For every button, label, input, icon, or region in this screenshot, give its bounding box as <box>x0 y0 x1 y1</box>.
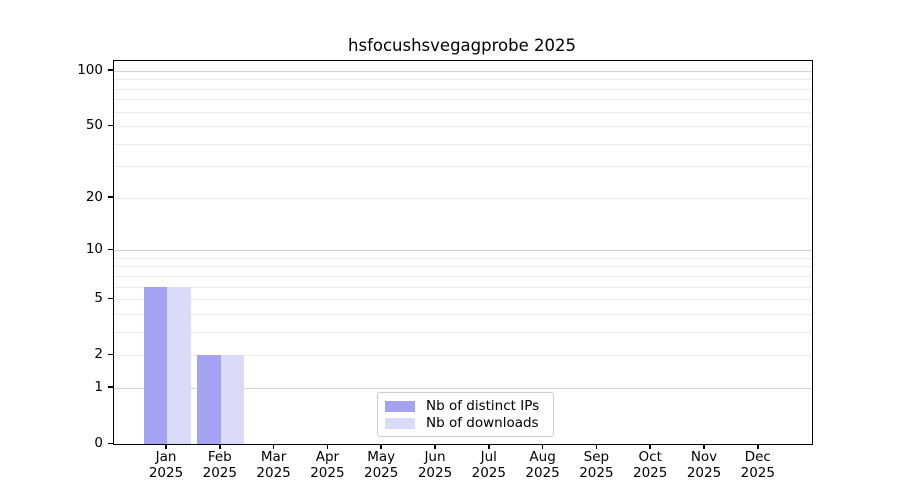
x-axis-tick-label-mar: Mar 2025 <box>256 449 291 481</box>
gridline-minor <box>114 331 812 333</box>
y-axis-tick-label: 20 <box>85 188 103 205</box>
y-axis-tick <box>108 353 113 356</box>
legend-swatch-distinct-ips-icon <box>385 401 415 412</box>
gridline-minor <box>114 88 812 90</box>
bar-downloads-jan <box>167 286 191 444</box>
y-axis-tick-label: 50 <box>85 117 103 134</box>
gridline-major <box>114 250 812 252</box>
gridline-minor <box>114 126 812 128</box>
gridline-minor <box>114 355 812 357</box>
x-axis-tick <box>219 444 221 449</box>
y-axis-tick-label: 2 <box>94 346 103 363</box>
gridline-major <box>114 387 812 389</box>
x-axis-tick <box>595 444 598 449</box>
gridline-major <box>114 70 812 72</box>
x-axis-tick-label-apr: Apr 2025 <box>310 449 345 481</box>
bar-distinct-ips-jan <box>143 286 167 444</box>
y-axis-tick <box>108 124 113 127</box>
gridline-minor <box>114 257 812 259</box>
gridline-minor <box>114 99 812 101</box>
legend-swatch-downloads-icon <box>385 418 415 429</box>
y-axis-tick <box>108 69 113 71</box>
x-axis-tick <box>541 444 544 449</box>
y-axis-tick <box>108 442 113 444</box>
x-axis-tick-label-aug: Aug 2025 <box>525 449 560 481</box>
x-axis-tick-label-dec: Dec 2025 <box>740 449 775 481</box>
y-axis-tick <box>108 196 113 198</box>
gridline-minor <box>114 111 812 113</box>
legend-item-downloads: Nb of downloads <box>385 416 545 431</box>
x-axis-tick <box>703 444 705 449</box>
gridline-minor <box>114 286 812 288</box>
x-axis-tick <box>757 444 759 449</box>
x-axis-tick <box>380 444 382 449</box>
y-axis-tick <box>108 386 113 388</box>
y-axis-tick <box>108 297 113 300</box>
gridline-minor <box>114 197 812 199</box>
legend: Nb of distinct IPs Nb of downloads <box>377 392 554 437</box>
plot-area <box>113 60 813 445</box>
x-axis-tick <box>165 444 167 449</box>
legend-item-distinct-ips: Nb of distinct IPs <box>385 399 545 414</box>
x-axis-tick-label-jun: Jun 2025 <box>417 449 453 481</box>
x-axis-tick <box>326 444 329 449</box>
x-axis-tick <box>434 444 436 449</box>
y-axis-tick-label: 10 <box>85 241 103 258</box>
y-axis-tick <box>108 248 113 251</box>
x-axis-tick-label-oct: Oct 2025 <box>633 449 668 481</box>
y-axis-tick-label: 5 <box>94 290 103 307</box>
x-axis-tick-label-nov: Nov 2025 <box>686 449 722 481</box>
y-axis-tick-label: 100 <box>77 61 103 78</box>
x-axis-tick-label-jan: Jan 2025 <box>148 449 184 481</box>
x-axis-tick <box>649 444 651 449</box>
bar-downloads-feb <box>220 355 245 444</box>
y-axis-tick-label: 0 <box>94 435 103 451</box>
legend-label-downloads: Nb of downloads <box>426 415 539 431</box>
x-axis-tick-label-sep: Sep 2025 <box>579 449 614 481</box>
legend-label-distinct-ips: Nb of distinct IPs <box>426 398 540 414</box>
gridline-minor <box>114 299 812 301</box>
gridline-minor <box>114 166 812 168</box>
gridline-minor <box>114 143 812 145</box>
x-axis-tick <box>488 444 490 449</box>
gridline-minor <box>114 313 812 315</box>
chart-title: hsfocushsvegagprobe 2025 <box>348 36 576 55</box>
gridline-minor <box>114 79 812 81</box>
x-axis-tick <box>272 444 275 449</box>
x-axis-tick-label-may: May 2025 <box>364 449 399 481</box>
y-axis-tick-label: 1 <box>94 378 103 395</box>
gridline-minor <box>114 275 812 277</box>
x-axis-tick-label-jul: Jul 2025 <box>471 449 506 481</box>
bar-distinct-ips-feb <box>197 355 221 444</box>
gridline-minor <box>114 266 812 268</box>
x-axis-tick-label-feb: Feb 2025 <box>202 449 237 481</box>
